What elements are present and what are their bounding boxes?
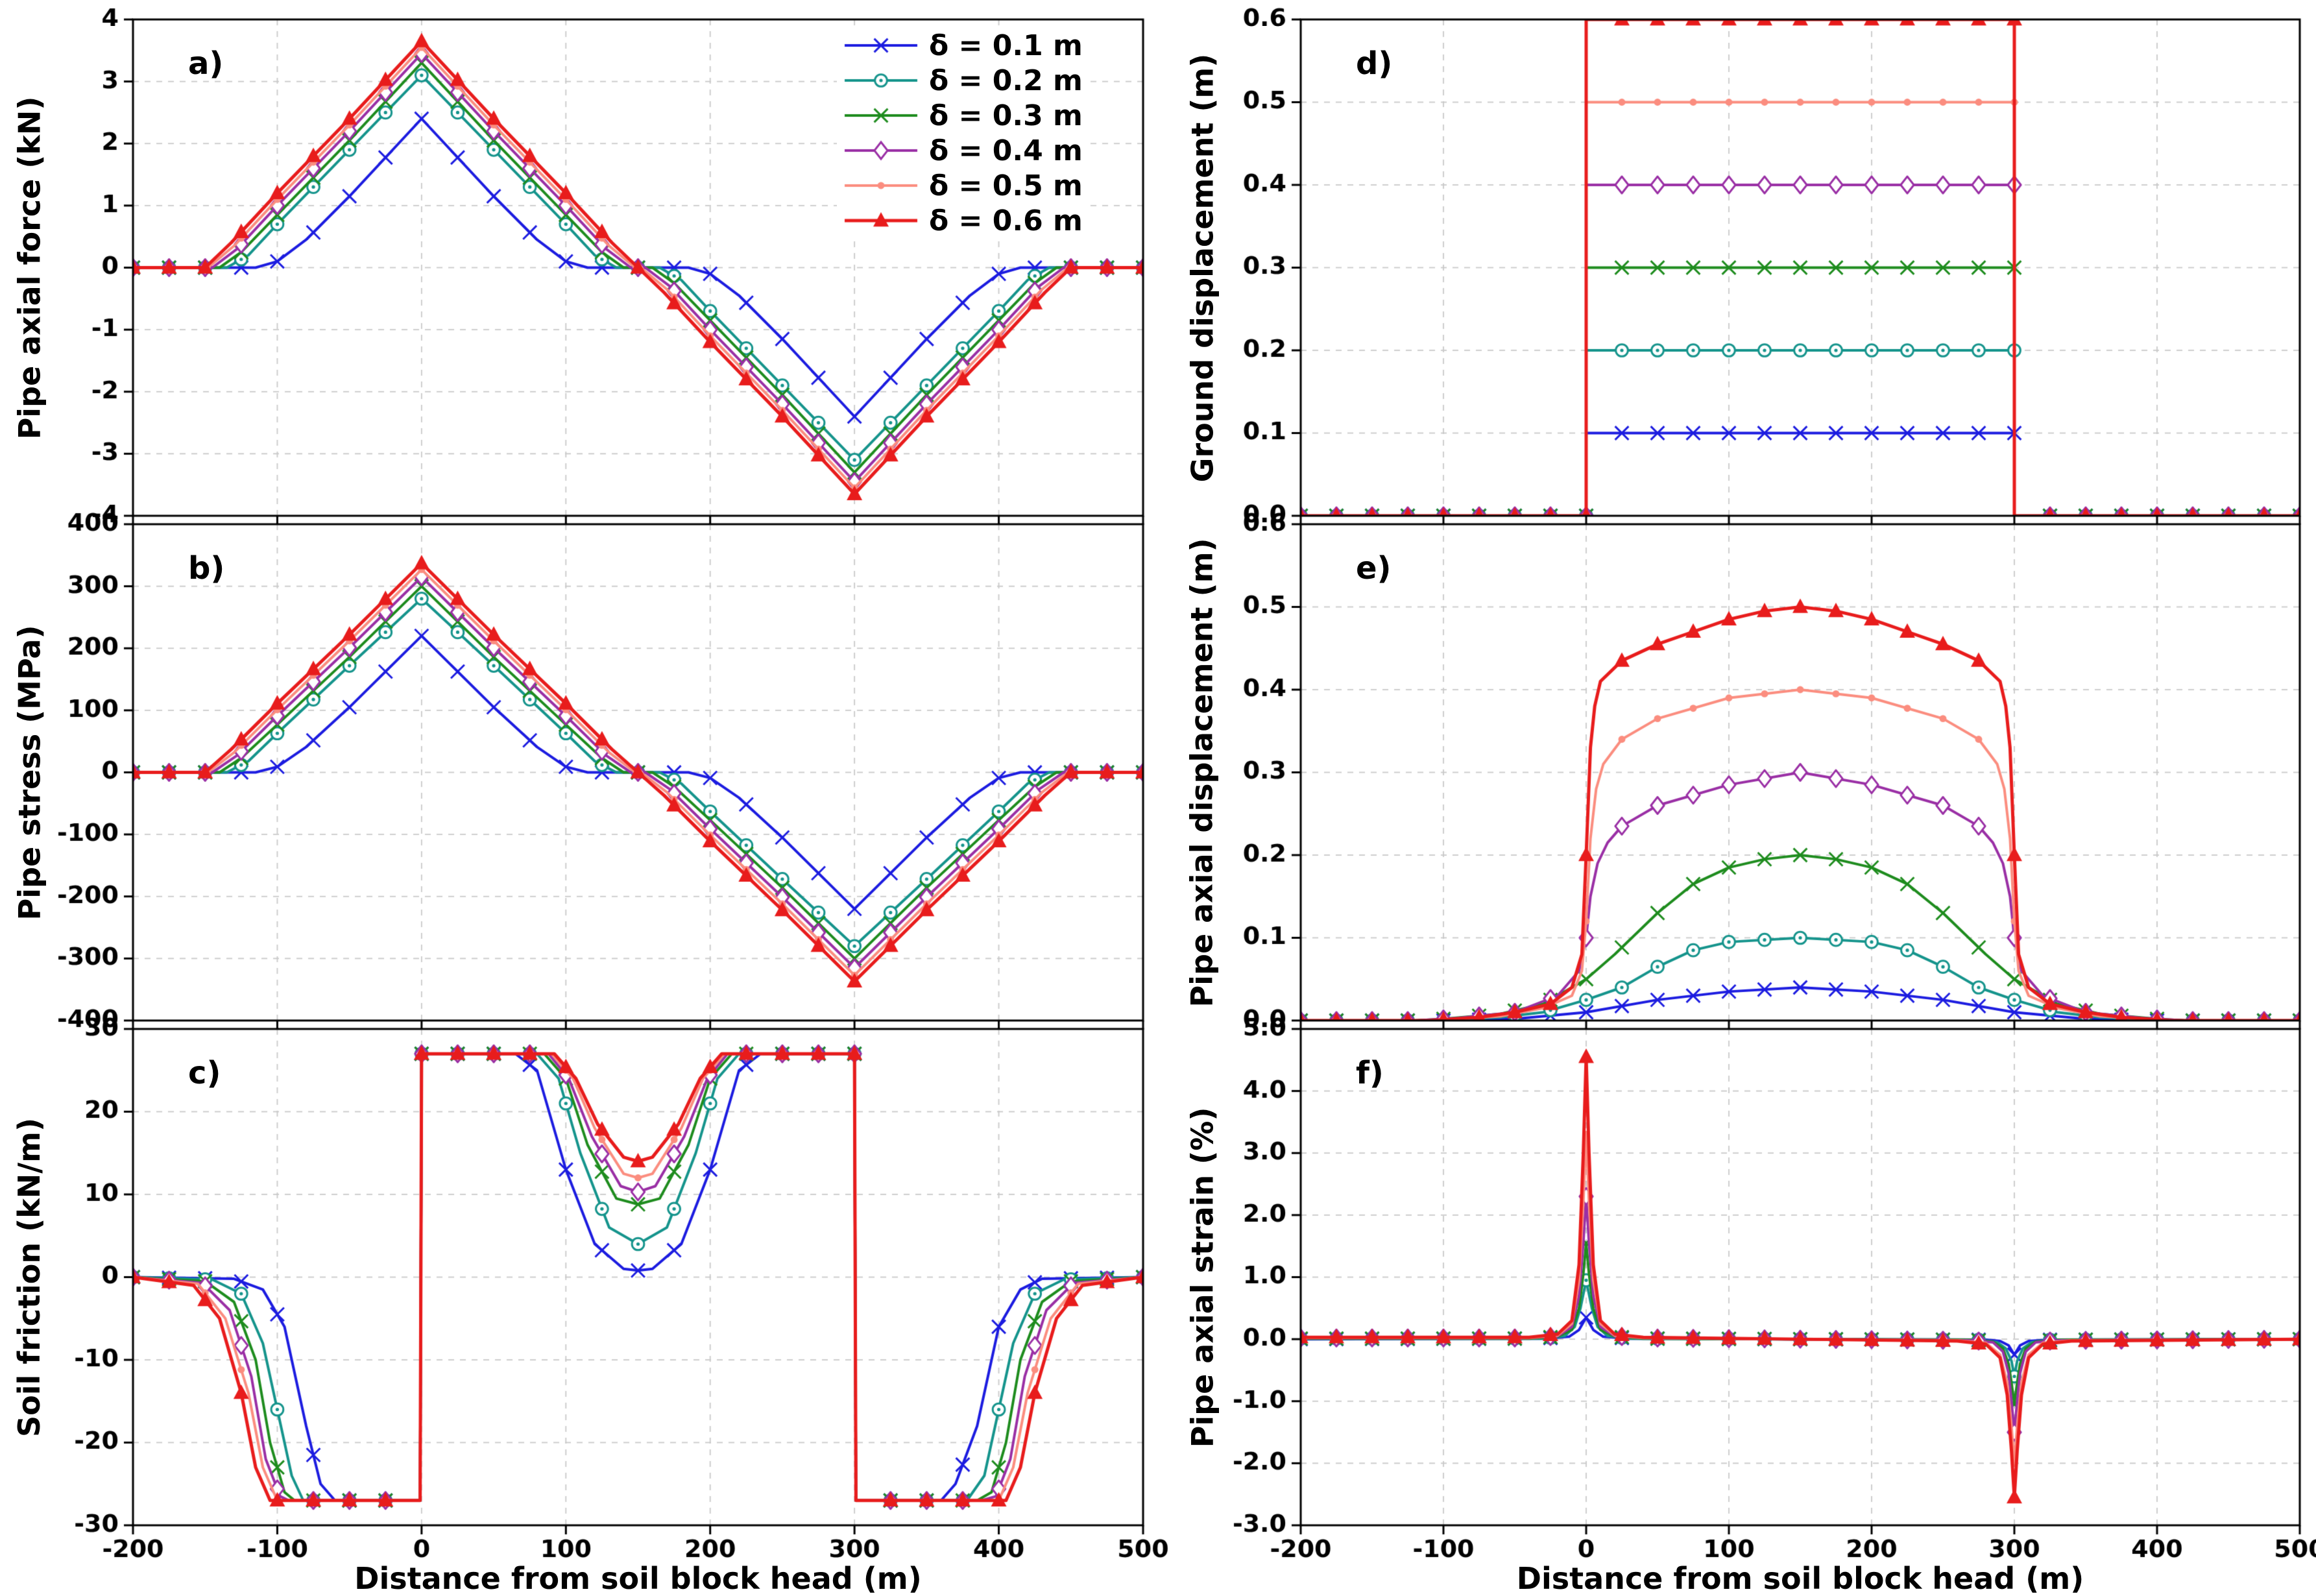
- legend-line-sample: [842, 31, 920, 60]
- legend-line-sample: [842, 66, 920, 95]
- legend-item: δ = 0.6 m: [842, 204, 1083, 237]
- legend-label: δ = 0.4 m: [929, 134, 1083, 167]
- panel-label-b: b): [188, 550, 225, 586]
- panel-label-c: c): [188, 1055, 221, 1091]
- x-axis-title-right: Distance from soil block head (m): [1516, 1561, 2084, 1596]
- panel-label-a: a): [188, 45, 224, 82]
- legend-label: δ = 0.1 m: [929, 29, 1083, 62]
- panel-label-f: f): [1356, 1055, 1384, 1091]
- legend-item: δ = 0.3 m: [842, 99, 1083, 132]
- x-axis-title-left: Distance from soil block head (m): [354, 1561, 922, 1596]
- legend-item: δ = 0.4 m: [842, 134, 1083, 167]
- legend-line-sample: [842, 101, 920, 130]
- legend-label: δ = 0.2 m: [929, 64, 1083, 97]
- legend-label: δ = 0.5 m: [929, 169, 1083, 202]
- legend-item: δ = 0.1 m: [842, 29, 1083, 62]
- legend-line-sample: [842, 206, 920, 235]
- legend-label: δ = 0.3 m: [929, 99, 1083, 132]
- legend-line-sample: [842, 136, 920, 165]
- legend-item: δ = 0.5 m: [842, 169, 1083, 202]
- panel-label-d: d): [1356, 45, 1393, 82]
- legend-item: δ = 0.2 m: [842, 64, 1083, 97]
- legend-line-sample: [842, 171, 920, 200]
- legend-label: δ = 0.6 m: [929, 204, 1083, 237]
- panel-label-e: e): [1356, 550, 1392, 586]
